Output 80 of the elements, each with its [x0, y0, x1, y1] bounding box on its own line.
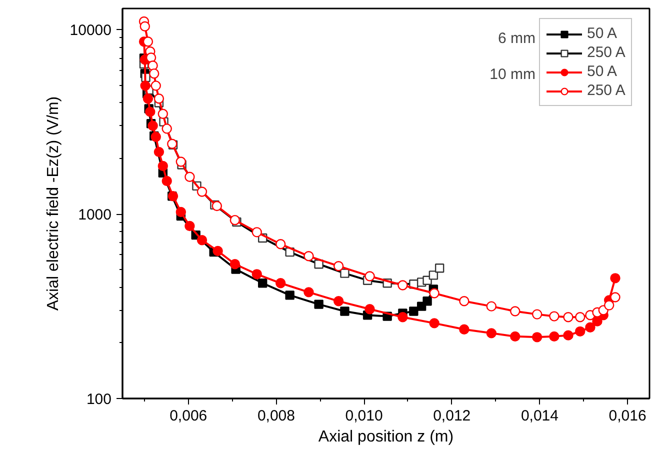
y-tick-label: 10000 — [70, 22, 112, 40]
x-tick-label: 0,012 — [433, 408, 471, 424]
point — [333, 261, 344, 272]
point — [549, 311, 560, 322]
annotation: 10 mm — [490, 66, 536, 83]
legend-label: 50 A — [587, 25, 618, 42]
point — [610, 292, 620, 302]
point — [510, 331, 520, 342]
legend-label: 250 A — [587, 44, 626, 61]
point — [422, 296, 432, 306]
point — [585, 322, 596, 332]
point — [150, 80, 161, 91]
point — [333, 296, 344, 306]
point — [604, 300, 614, 310]
point — [304, 287, 314, 298]
point — [154, 94, 164, 104]
x-tick-label: 0,006 — [170, 408, 208, 424]
point — [532, 332, 542, 342]
point — [276, 239, 286, 250]
point — [158, 160, 168, 172]
point — [154, 146, 164, 158]
point — [575, 312, 586, 322]
point — [142, 94, 154, 104]
point — [314, 300, 324, 309]
point — [196, 235, 208, 246]
legend-label: 250 A — [587, 82, 626, 99]
point — [563, 312, 574, 322]
annotation: 6 mm — [498, 30, 536, 47]
point — [258, 278, 268, 288]
point — [146, 52, 156, 63]
point — [212, 200, 222, 212]
point — [429, 318, 440, 328]
point — [575, 326, 586, 337]
point — [196, 186, 208, 197]
point — [145, 106, 156, 117]
point — [149, 68, 160, 79]
point — [158, 108, 168, 119]
point — [486, 328, 496, 338]
x-tick-label: 0,016 — [608, 408, 646, 424]
point — [140, 21, 150, 32]
point — [532, 309, 542, 320]
point — [364, 304, 375, 314]
point — [364, 271, 375, 282]
x-tick-label: 0,008 — [257, 408, 295, 424]
point — [176, 156, 186, 167]
point — [285, 290, 294, 300]
point — [142, 36, 154, 47]
point — [162, 176, 172, 186]
y-tick-label: 100 — [86, 391, 112, 408]
point — [176, 206, 186, 218]
point — [398, 312, 408, 322]
point — [230, 259, 240, 270]
point — [610, 273, 620, 284]
point — [563, 330, 574, 340]
x-axis-title: Axial position z (m) — [318, 428, 454, 446]
x-tick-label: 0,014 — [520, 408, 558, 424]
point — [304, 251, 314, 262]
point — [459, 324, 470, 334]
y-axis-title: Axial electric field -Ez(z) (V/m) — [44, 96, 62, 311]
point — [184, 172, 195, 182]
point — [429, 288, 440, 298]
point — [510, 306, 520, 316]
point — [212, 246, 223, 256]
point — [148, 120, 158, 131]
legend-label: 50 A — [587, 63, 618, 80]
point — [252, 227, 262, 238]
point — [252, 269, 262, 280]
y-tick-label: 1000 — [78, 206, 112, 224]
point — [459, 296, 470, 306]
point — [230, 214, 240, 226]
x-tick-label: 0,010 — [345, 408, 383, 424]
point — [276, 278, 286, 288]
point — [184, 220, 195, 232]
point — [486, 301, 496, 312]
point — [409, 306, 418, 316]
point — [340, 306, 350, 316]
point — [140, 80, 150, 91]
point — [398, 280, 408, 290]
point — [549, 331, 560, 342]
point — [162, 124, 172, 134]
